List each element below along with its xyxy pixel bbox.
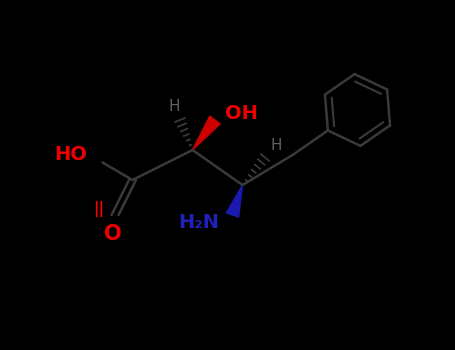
Text: H: H [271,138,283,153]
Text: ||: || [93,201,105,217]
Text: HO: HO [55,146,87,164]
Polygon shape [226,185,243,217]
Text: OH: OH [225,104,258,123]
Text: O: O [104,224,121,244]
Polygon shape [192,116,220,150]
Text: H₂N: H₂N [178,213,219,232]
Text: H: H [168,99,180,114]
